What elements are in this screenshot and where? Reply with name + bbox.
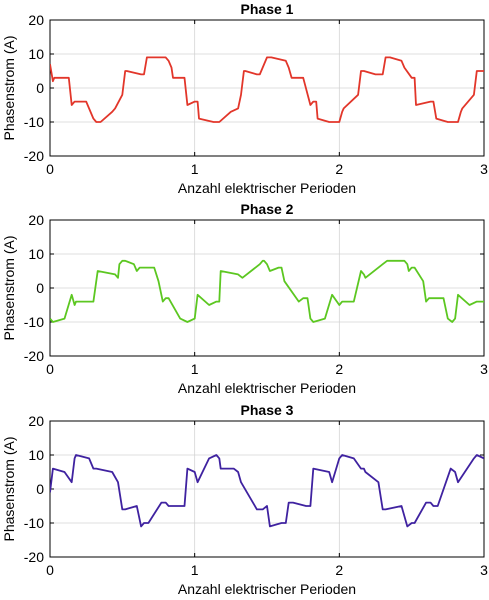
y-tick-label: 10 <box>28 447 44 463</box>
y-tick-label: 0 <box>36 80 44 96</box>
y-tick-label: -20 <box>24 148 44 164</box>
x-axis-label: Anzahl elektrischer Perioden <box>178 380 356 396</box>
y-tick-label: 0 <box>36 481 44 497</box>
y-axis-label: Phasenstrom (A) <box>1 35 17 140</box>
x-tick-label: 3 <box>480 361 488 377</box>
chart-panel-2: 0 1 2 3 20 10 0 -10 -20 Phase 2 Anzahl elektrische… <box>1 201 488 396</box>
x-tick-label: 1 <box>191 361 199 377</box>
y-tick-label: 0 <box>36 280 44 296</box>
x-tick-label: 1 <box>191 562 199 578</box>
chart-title: Phase 2 <box>241 201 294 217</box>
y-tick-label: -20 <box>24 549 44 565</box>
y-tick-label: -20 <box>24 348 44 364</box>
x-tick-label: 3 <box>480 562 488 578</box>
y-tick-label: 10 <box>28 46 44 62</box>
y-tick-label: -10 <box>24 114 44 130</box>
y-axis-label: Phasenstrom (A) <box>1 436 17 541</box>
series-line <box>50 454 484 528</box>
x-tick-label: 0 <box>46 562 54 578</box>
x-axis-label: Anzahl elektrischer Perioden <box>178 581 356 597</box>
x-tick-label: 0 <box>46 161 54 177</box>
x-tick-label: 2 <box>335 562 343 578</box>
x-axis-label: Anzahl elektrischer Perioden <box>178 180 356 196</box>
x-tick-label: 0 <box>46 361 54 377</box>
y-tick-label: -10 <box>24 515 44 531</box>
x-tick-label: 3 <box>480 161 488 177</box>
y-tick-label: 10 <box>28 246 44 262</box>
x-tick-label: 2 <box>335 161 343 177</box>
y-axis-label: Phasenstrom (A) <box>1 235 17 340</box>
series-line <box>50 56 484 123</box>
y-tick-label: 20 <box>28 413 44 429</box>
chart-panel-1: 0 1 2 3 20 10 0 -10 -20 Phase 1 Anzahl elektrische… <box>1 1 488 196</box>
x-tick-label: 2 <box>335 361 343 377</box>
series-line <box>50 259 484 323</box>
y-tick-label: -10 <box>24 314 44 330</box>
chart-title: Phase 3 <box>241 402 294 418</box>
chart-panel-3: 0 1 2 3 20 10 0 -10 -20 Phase 3 Anzahl elektrische… <box>1 402 488 597</box>
chart-title: Phase 1 <box>241 1 294 17</box>
y-tick-label: 20 <box>28 212 44 228</box>
x-tick-label: 1 <box>191 161 199 177</box>
y-tick-label: 20 <box>28 12 44 28</box>
